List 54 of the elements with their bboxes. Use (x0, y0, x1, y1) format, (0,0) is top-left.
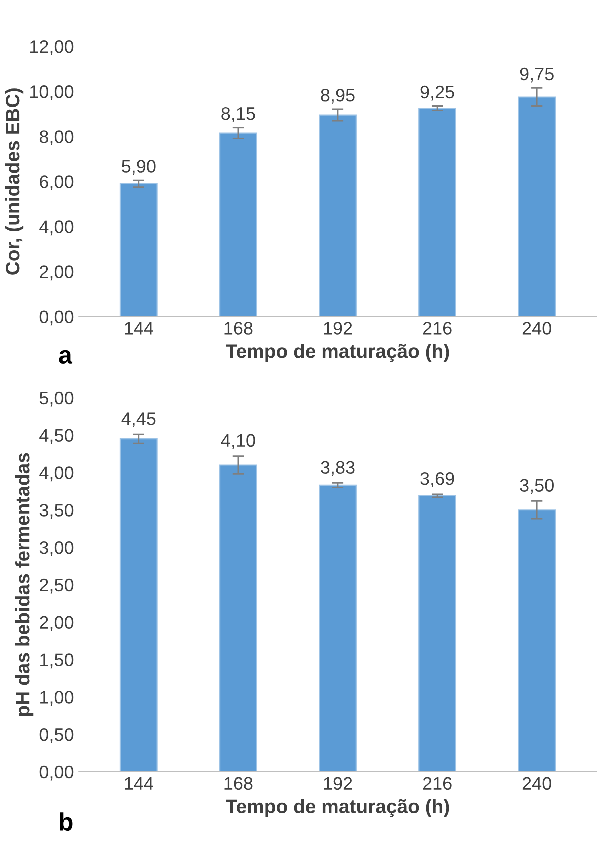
data-label: 8,95 (321, 89, 355, 104)
bar (319, 114, 357, 317)
y-tick-label: 1,50 (40, 654, 74, 669)
y-tick-label: 8,00 (40, 130, 74, 146)
bar (418, 108, 457, 317)
data-label: 9,25 (420, 86, 454, 101)
x-tick-label: 144 (125, 777, 154, 790)
y-tick-label: 6,00 (40, 176, 74, 191)
data-label: 3,69 (420, 472, 454, 488)
y-tick-label: 10,00 (30, 86, 74, 100)
y-tick-label: 12,00 (30, 40, 74, 56)
bar (219, 464, 258, 772)
y-tick-label: 2,50 (40, 578, 74, 594)
text: a (59, 350, 73, 364)
data-label: 3,50 (520, 479, 554, 494)
y-axis-title: pH das bebidas fermentadas (15, 453, 34, 716)
bar (219, 132, 258, 317)
y-tick-label: 4,00 (40, 466, 74, 482)
y-tick-label: 4,00 (40, 220, 74, 236)
y-tick-label: 1,00 (40, 691, 74, 706)
y-tick-label: 3,50 (40, 504, 74, 519)
y-tick-label: 0,50 (40, 728, 74, 744)
y-axis-title: Cor, (unidades EBC) (5, 88, 24, 275)
y-tick-label: 2,00 (40, 266, 74, 281)
y-tick-label: 5,00 (40, 392, 74, 407)
bar (418, 495, 457, 772)
bar (518, 96, 556, 317)
data-label: 4,10 (221, 434, 256, 450)
data-label: 5,90 (122, 160, 156, 176)
text: b (60, 812, 73, 832)
y-tick-label: 0,00 (40, 766, 74, 781)
x-tick-label: 240 (522, 777, 552, 790)
x-tick-label: 144 (125, 322, 154, 335)
bar (518, 510, 556, 772)
x-tick-label: 168 (224, 322, 253, 335)
x-tick-label: 192 (324, 777, 352, 790)
bar (120, 438, 158, 772)
bar (120, 183, 158, 317)
data-label: 8,15 (222, 107, 256, 122)
x-tick-label: 168 (224, 777, 253, 790)
x-tick-label: 192 (324, 322, 352, 335)
data-label: 3,83 (321, 461, 355, 476)
data-label: 4,45 (122, 412, 156, 428)
x-tick-label: 216 (423, 777, 452, 790)
y-tick-label: 0,00 (40, 310, 74, 326)
data-label: 9,75 (520, 68, 554, 83)
x-tick-label: 240 (522, 322, 552, 335)
x-tick-label: 216 (423, 322, 452, 335)
bar (319, 484, 357, 772)
y-tick-label: 2,00 (40, 616, 74, 632)
x-axis-title: Tempo de maturação (h) (226, 344, 450, 362)
x-axis-title: Tempo de maturação (h) (226, 799, 450, 818)
y-tick-label: 4,50 (40, 429, 74, 444)
y-tick-label: 3,00 (40, 541, 74, 556)
